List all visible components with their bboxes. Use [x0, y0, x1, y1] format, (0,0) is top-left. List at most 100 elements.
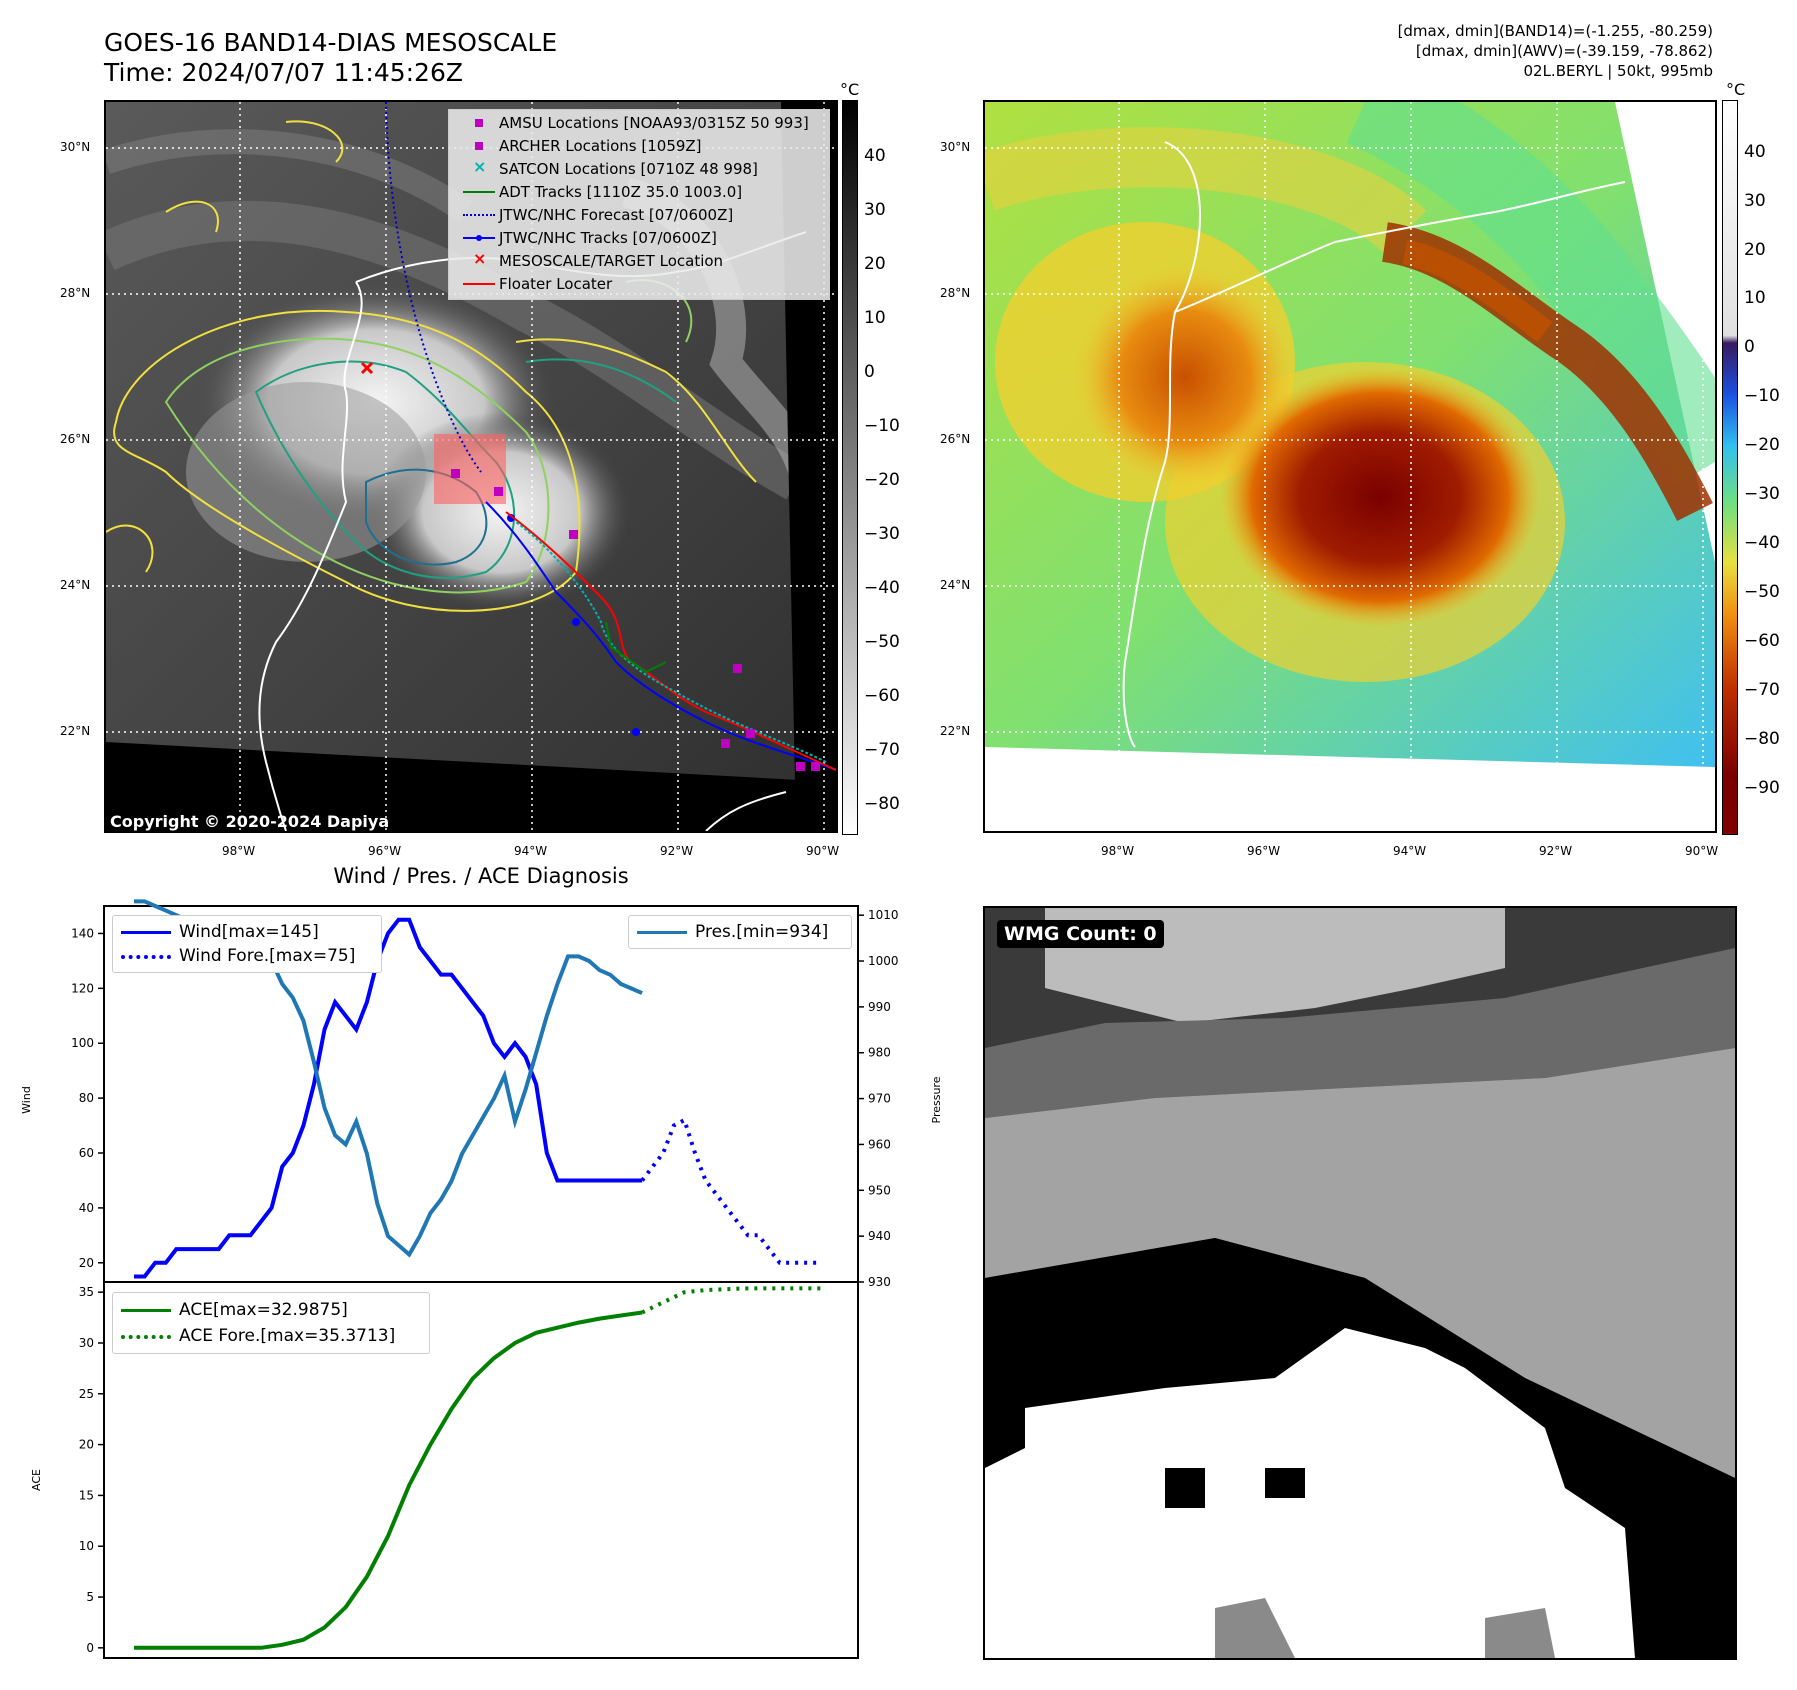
lon-label: 96°W [368, 844, 402, 858]
legend-wind-fore: Wind Fore.[max=75] [121, 944, 355, 968]
legend-floater: Floater Locater [459, 274, 612, 294]
legend-mesoscale: × MESOSCALE/TARGET Location [459, 249, 723, 271]
legend-ace: ACE[max=32.9875] [121, 1298, 348, 1322]
tick-label: 80 [79, 1091, 94, 1105]
awv-color-map [983, 100, 1717, 833]
ace-axis-label: ACE [30, 1469, 43, 1491]
line-icon [121, 920, 171, 944]
cbar1-tick: 40 [864, 146, 886, 166]
cbar2-tick: −80 [1744, 729, 1780, 749]
cbar2-tick: −70 [1744, 680, 1780, 700]
cbar1-tick: −60 [864, 686, 900, 706]
cbar2-tick: 0 [1744, 337, 1755, 357]
ace-axis: 35 30 25 20 15 10 5 0 [79, 1285, 104, 1655]
cbar2-tick: −90 [1744, 778, 1780, 798]
chart-title: GOES-16 BAND14-DIAS MESOSCALE [104, 28, 558, 57]
wmg-panel: WMG Count: 0 [983, 906, 1737, 1660]
legend-adt: ADT Tracks [1110Z 35.0 1003.0] [459, 182, 742, 202]
series-line [640, 1117, 822, 1265]
tick-label: 60 [79, 1146, 94, 1160]
dotted-line-icon [121, 944, 171, 968]
pressure-legend: Pres.[min=934] [628, 915, 852, 949]
tick-label: 15 [79, 1488, 94, 1502]
lat-label: 28°N [60, 286, 91, 300]
tick-label: 25 [79, 1387, 94, 1401]
lon-label: 94°W [514, 844, 548, 858]
lon-label: 98°W [222, 844, 256, 858]
lat-label: 30°N [60, 140, 91, 154]
lon-label: 90°W [806, 844, 840, 858]
tick-label: 960 [868, 1137, 891, 1151]
tick-label: 5 [86, 1590, 94, 1604]
cbar1-tick: −80 [864, 794, 900, 814]
ir-satellite-map: AMSU Locations [NOAA93/0315Z 50 993] ARC… [104, 100, 838, 833]
legend-forecast: JTWC/NHC Forecast [07/0600Z] [459, 205, 733, 225]
square-marker-icon [459, 113, 499, 133]
cbar2-tick: −20 [1744, 435, 1780, 455]
wind-axis: 140 120 100 80 60 40 20 [71, 926, 104, 1270]
cbar1-tick: −10 [864, 416, 900, 436]
cbar2-unit: °C [1726, 80, 1746, 99]
tick-label: 0 [86, 1641, 94, 1655]
tick-label: 20 [79, 1256, 94, 1270]
cbar1-tick: −40 [864, 578, 900, 598]
legend-archer: ARCHER Locations [1059Z] [459, 136, 702, 156]
legend-pres: Pres.[min=934] [637, 920, 828, 944]
ir-colorbar [842, 100, 858, 835]
cbar2-tick: −40 [1744, 533, 1780, 553]
tick-label: 100 [71, 1036, 94, 1050]
lat-label: 24°N [60, 578, 91, 592]
tick-label: 980 [868, 1046, 891, 1060]
cbar1-tick: 30 [864, 200, 886, 220]
legend-satcon: × SATCON Locations [0710Z 48 998] [459, 157, 758, 179]
ace-axes [103, 1281, 859, 1659]
tick-label: 140 [71, 926, 94, 940]
chart-time: Time: 2024/07/07 11:45:26Z [104, 58, 463, 87]
tick-label: 10 [79, 1539, 94, 1553]
tick-label: 970 [868, 1092, 891, 1106]
wmg-count-badge: WMG Count: 0 [997, 920, 1164, 948]
tick-label: 30 [79, 1336, 94, 1350]
cbar1-tick: 20 [864, 254, 886, 274]
lon-label: 92°W [1539, 844, 1573, 858]
line-icon [637, 920, 687, 944]
cbar1-tick: 10 [864, 308, 886, 328]
cbar1-tick: −30 [864, 524, 900, 544]
x-marker-icon: × [473, 249, 487, 268]
wind-axis-label: Wind [20, 1086, 33, 1114]
tick-label: 35 [79, 1285, 94, 1299]
lat-label: 30°N [940, 140, 971, 154]
map-legend: AMSU Locations [NOAA93/0315Z 50 993] ARC… [448, 109, 830, 300]
cbar1-tick: −20 [864, 470, 900, 490]
line-dot-icon [459, 228, 499, 248]
lat-label: 26°N [940, 432, 971, 446]
tick-label: 940 [868, 1229, 891, 1243]
dotted-line-icon [121, 1324, 171, 1348]
pressure-axis-label: Pressure [930, 1076, 943, 1123]
lon-label: 94°W [1393, 844, 1427, 858]
info-storm: 02L.BERYL | 50kt, 995mb [1523, 62, 1713, 80]
cbar1-tick: 0 [864, 362, 875, 382]
lon-label: 96°W [1247, 844, 1281, 858]
legend-wind: Wind[max=145] [121, 920, 319, 944]
series-line [134, 917, 643, 1279]
cbar1-unit: °C [840, 80, 860, 99]
lat-label: 26°N [60, 432, 91, 446]
tick-label: 40 [79, 1201, 94, 1215]
cbar1-tick: −70 [864, 740, 900, 760]
diagnosis-title: Wind / Pres. / ACE Diagnosis [333, 864, 629, 888]
tick-label: 950 [868, 1183, 891, 1197]
cbar2-tick: 20 [1744, 240, 1766, 260]
wind-legend: Wind[max=145] Wind Fore.[max=75] [112, 915, 382, 973]
series-line [641, 1286, 822, 1315]
tick-label: 1010 [868, 908, 899, 922]
tick-label: 930 [868, 1275, 891, 1289]
lat-label: 22°N [60, 724, 91, 738]
cbar2-tick: 30 [1744, 191, 1766, 211]
dotted-line-icon [459, 205, 499, 225]
cbar2-tick: −50 [1744, 582, 1780, 602]
line-icon [459, 274, 499, 294]
cbar2-tick: 40 [1744, 142, 1766, 162]
tick-label: 20 [79, 1438, 94, 1452]
